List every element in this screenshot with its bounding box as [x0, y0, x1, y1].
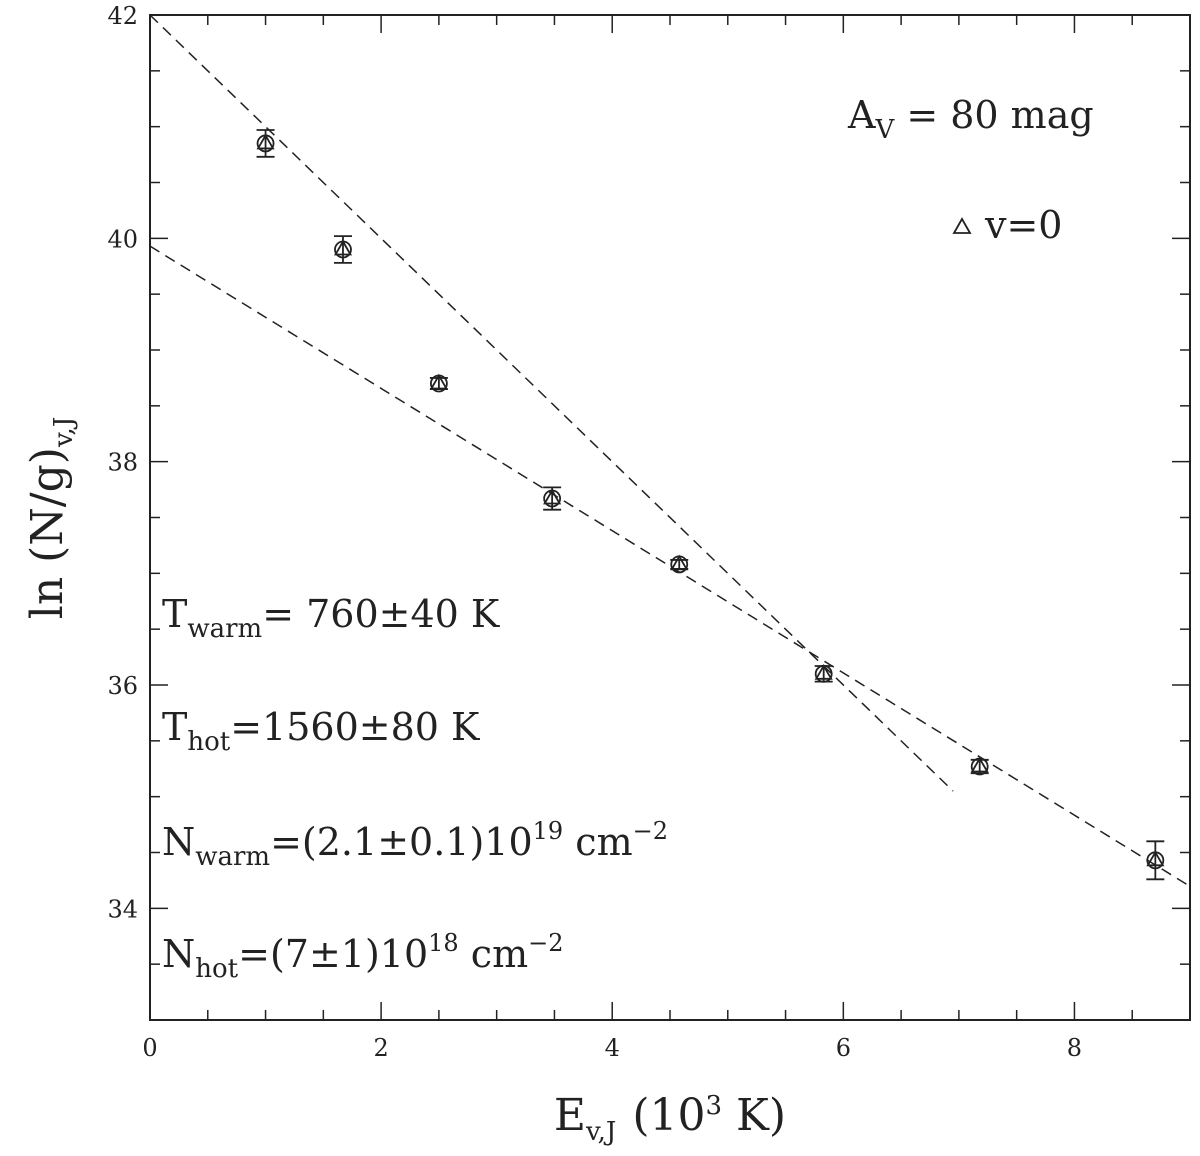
fit-line-warm [149, 14, 954, 792]
point-triangle [1146, 850, 1165, 867]
data-point [1146, 840, 1165, 881]
extinction-sub: V [874, 115, 895, 145]
x-tick-label: 8 [1067, 1034, 1082, 1062]
point-triangle [970, 756, 989, 773]
point-triangle [670, 554, 689, 571]
data-point [256, 129, 275, 158]
t-warm-main: T [162, 592, 187, 636]
y-tick-label: 34 [107, 895, 138, 923]
n-warm-unit: cm [563, 820, 632, 864]
t-hot-main: T [162, 705, 187, 749]
legend-label: v=0 [984, 203, 1062, 247]
y-axis-title-main: ln (N/g) [22, 447, 73, 619]
y-axis-title-sub: v,J [49, 417, 79, 448]
data-point [429, 373, 448, 393]
point-triangle [333, 239, 353, 256]
data-point [333, 235, 353, 264]
extinction-rest: = 80 mag [894, 93, 1093, 137]
t-hot-label: Thot=1560±80 K [162, 705, 480, 757]
x-axis-title-unit-end: K) [722, 1090, 786, 1141]
t-warm-rest: = 760±40 K [262, 592, 500, 636]
n-hot-label: Nhot=(7±1)1018 cm−2 [162, 929, 564, 984]
n-hot-unit-sup: −2 [528, 929, 563, 957]
legend: v=0 [952, 203, 1062, 247]
y-tick-label: 38 [107, 449, 138, 477]
n-hot-rest: =(7±1)10 [238, 932, 428, 976]
data-point [814, 664, 833, 683]
axis-ticks [149, 14, 1191, 1021]
n-warm-label: Nwarm=(2.1±0.1)1019 cm−2 [162, 817, 668, 872]
x-axis-title-unit-sup: 3 [706, 1091, 723, 1121]
n-hot-main: N [162, 932, 195, 976]
y-tick-label: 40 [107, 225, 138, 253]
n-hot-sup: 18 [428, 929, 459, 957]
point-triangle [256, 133, 275, 150]
extinction-main: A [847, 93, 876, 137]
t-warm-sub: warm [187, 614, 262, 644]
n-warm-sup: 19 [533, 817, 564, 845]
y-tick-label: 42 [107, 2, 138, 30]
x-axis-title-unit: (10 [632, 1090, 705, 1141]
t-hot-rest: =1560±80 K [230, 705, 480, 749]
tick-labels: 0 2 4 6 8 34 36 38 40 42 [107, 2, 1082, 1062]
data-point [543, 486, 562, 511]
n-warm-sub: warm [195, 842, 270, 872]
x-tick-label: 0 [142, 1034, 157, 1062]
y-axis-title: ln (N/g)v,J [22, 417, 79, 620]
data-points [256, 129, 1165, 881]
x-axis-title: Ev,J (103 K) [554, 1090, 786, 1147]
point-triangle [543, 488, 562, 505]
n-warm-unit-sup: −2 [633, 817, 668, 845]
point-triangle [814, 664, 833, 680]
data-point [670, 554, 689, 574]
x-axis-title-main: E [554, 1090, 586, 1141]
n-warm-main: N [162, 820, 195, 864]
y-tick-label: 36 [107, 672, 138, 700]
t-warm-label: Twarm= 760±40 K [162, 592, 500, 644]
x-tick-label: 6 [836, 1034, 851, 1062]
legend-triangle-icon [952, 217, 972, 234]
n-hot-sub: hot [195, 954, 238, 984]
fit-line-hot [149, 245, 1191, 887]
x-tick-label: 2 [373, 1034, 388, 1062]
data-point [970, 756, 989, 776]
n-warm-rest: =(2.1±0.1)10 [270, 820, 533, 864]
t-hot-sub: hot [187, 727, 230, 757]
x-axis-title-sub: v,J [585, 1117, 616, 1147]
fit-lines [149, 14, 1191, 887]
x-tick-label: 4 [605, 1034, 620, 1062]
extinction-label: AV = 80 mag [847, 93, 1094, 145]
n-hot-unit: cm [459, 932, 528, 976]
point-triangle [429, 373, 448, 390]
